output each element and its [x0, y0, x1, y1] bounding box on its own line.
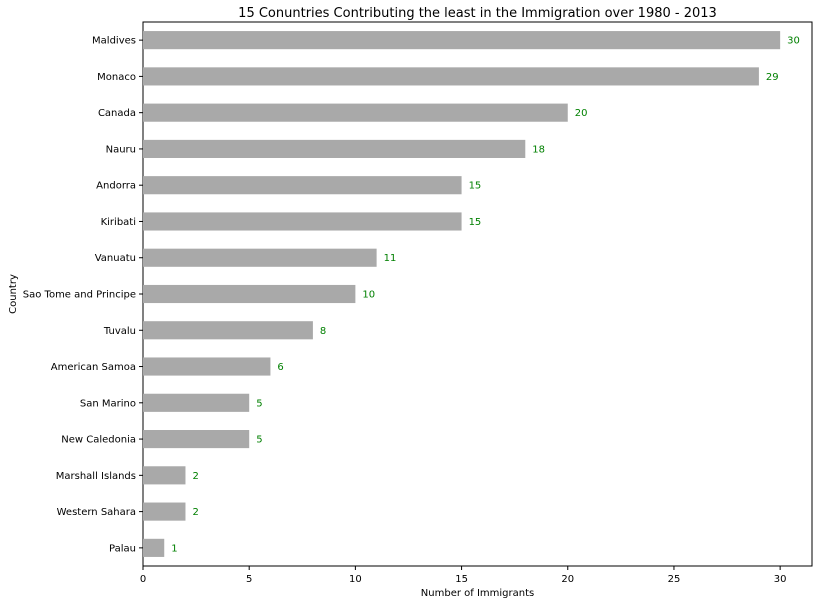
x-axis-ticks: 0 5 10 15 20 25 30: [140, 566, 787, 585]
bar: [143, 176, 462, 195]
bar-value-label: 11: [384, 253, 397, 264]
bar-value-label: 2: [192, 471, 198, 482]
y-tick-label: Western Sahara: [57, 507, 136, 518]
y-tick-label: Tuvalu: [103, 326, 136, 337]
chart-title: 15 Conuntries Contributing the least in …: [238, 6, 717, 21]
bar-value-label: 30: [787, 36, 800, 47]
bar: [143, 502, 186, 521]
bar-value-label: 1: [171, 543, 177, 554]
bar: [143, 67, 759, 86]
x-tick-label: 0: [140, 574, 146, 585]
bar-value-label: 15: [469, 181, 482, 192]
y-tick-label: Marshall Islands: [56, 471, 136, 482]
bar-value-label: 6: [277, 362, 283, 373]
x-tick-label: 5: [246, 574, 252, 585]
value-labels-group: 30 29 20 18 15 15 11 10 8 6 5 5 2 2 1: [171, 36, 800, 555]
y-axis-label: Country: [8, 274, 19, 314]
bar-value-label: 10: [362, 290, 375, 301]
y-tick-label: Andorra: [96, 181, 136, 192]
x-axis-label: Number of Immigrants: [421, 588, 534, 599]
y-tick-label: American Samoa: [51, 362, 136, 373]
y-axis-ticks: Maldives Monaco Canada Nauru Andorra Kiribati…: [23, 36, 143, 554]
y-tick-label: Canada: [98, 108, 136, 119]
bar-value-label: 20: [575, 108, 588, 119]
bar: [143, 103, 568, 122]
y-tick-label: Vanuatu: [95, 253, 136, 264]
bar: [143, 466, 186, 485]
bar: [143, 212, 462, 231]
bar: [143, 248, 377, 267]
y-tick-label: Sao Tome and Principe: [23, 290, 136, 301]
bar-value-label: 5: [256, 398, 262, 409]
bar: [143, 139, 526, 158]
y-tick-label: New Caledonia: [61, 435, 136, 446]
bar: [143, 538, 165, 557]
y-tick-label: Kiribati: [101, 217, 136, 228]
bar: [143, 284, 356, 304]
y-tick-label: Nauru: [106, 144, 136, 155]
x-tick-label: 25: [668, 574, 681, 585]
bar: [143, 430, 250, 449]
bar: [143, 321, 313, 340]
x-tick-label: 10: [349, 574, 362, 585]
bar-value-label: 15: [469, 217, 482, 228]
bar: [143, 357, 271, 376]
bar-value-label: 8: [320, 326, 326, 337]
bar: [143, 31, 781, 50]
y-tick-label: San Marino: [80, 398, 136, 409]
y-tick-label: Maldives: [92, 36, 136, 47]
x-tick-label: 15: [455, 574, 468, 585]
bar-value-label: 5: [256, 435, 262, 446]
x-tick-label: 30: [774, 574, 787, 585]
bar: [143, 393, 250, 412]
bar-value-label: 2: [192, 507, 198, 518]
x-tick-label: 20: [561, 574, 574, 585]
bar-value-label: 18: [532, 144, 545, 155]
y-tick-label: Palau: [109, 543, 136, 554]
y-tick-label: Monaco: [97, 72, 136, 83]
bar-value-label: 29: [766, 72, 779, 83]
bars-group: [143, 31, 781, 557]
